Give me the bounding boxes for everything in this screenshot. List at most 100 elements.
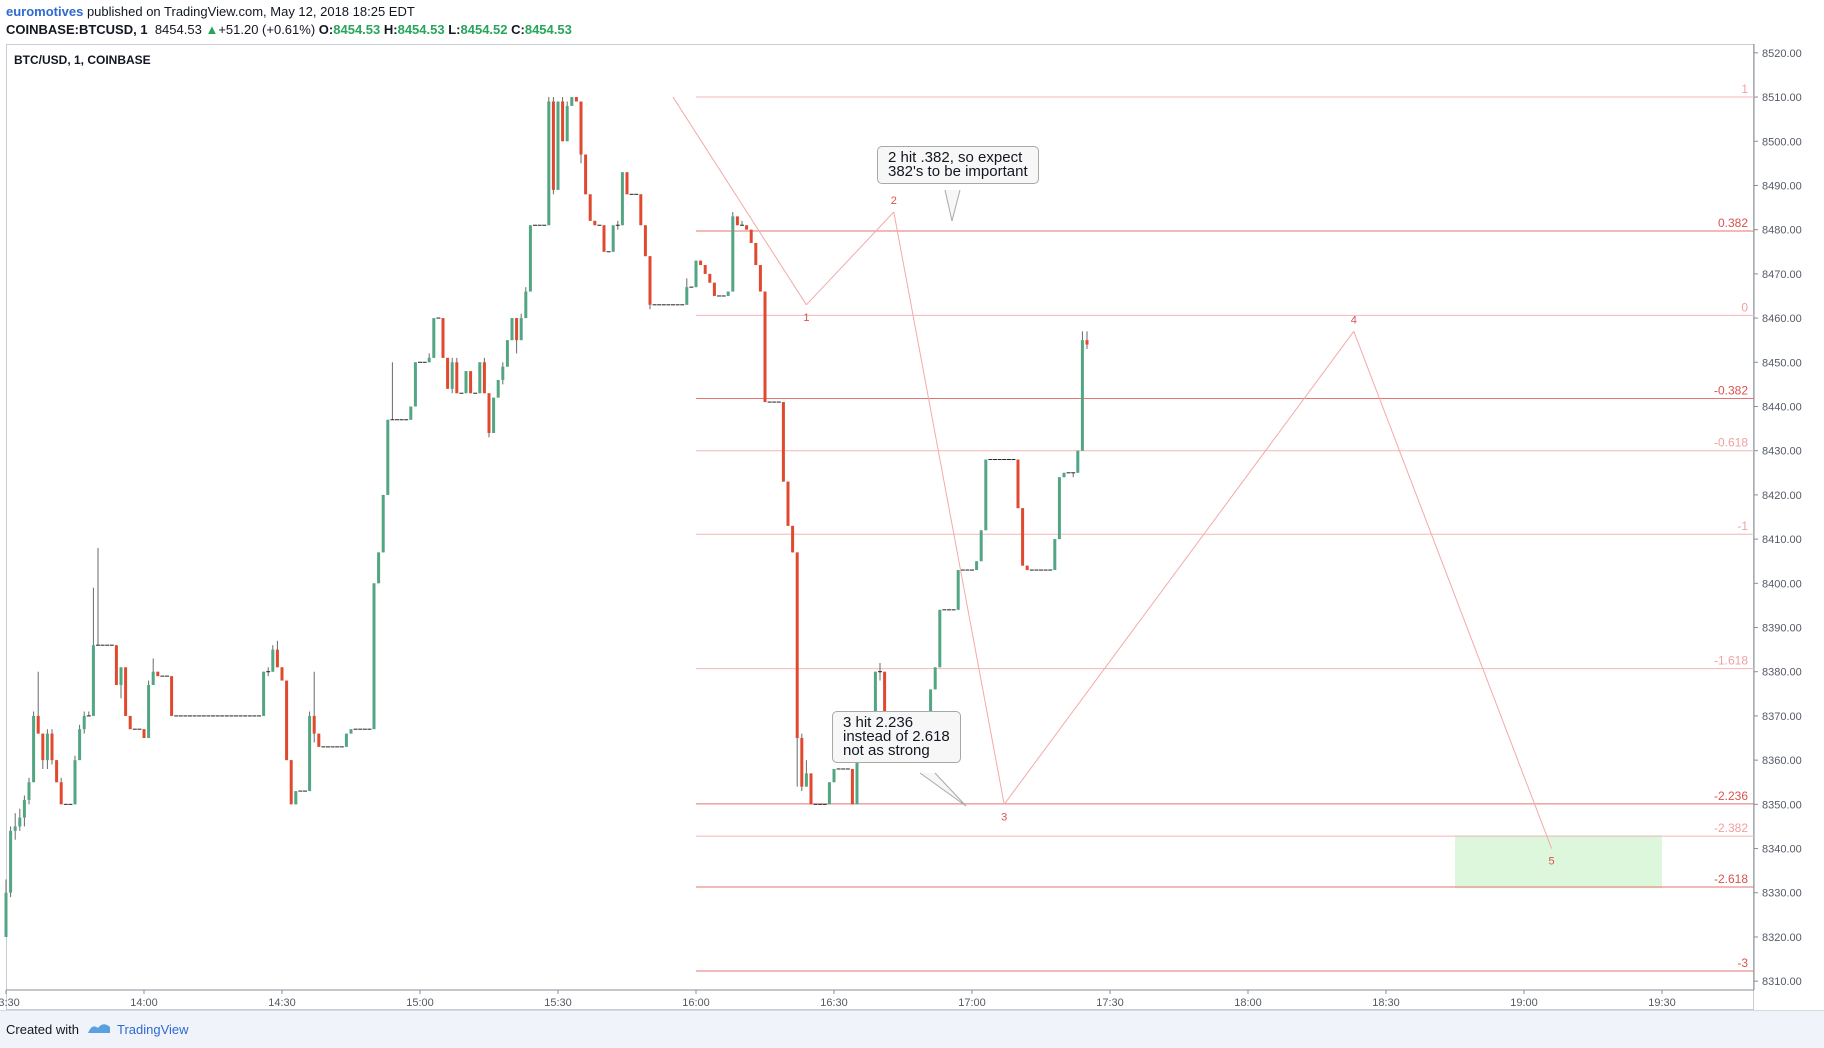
x-tick-label: 17:00 bbox=[958, 997, 986, 1009]
x-tick-label: 14:30 bbox=[268, 997, 296, 1009]
y-tick-label: 8460.00 bbox=[1762, 313, 1802, 325]
candle-body bbox=[524, 291, 528, 319]
y-tick-label: 8390.00 bbox=[1762, 623, 1802, 635]
footer-tradingview-link[interactable]: TradingView bbox=[117, 1022, 189, 1037]
candle-body bbox=[156, 671, 160, 677]
footer-bar bbox=[0, 1010, 1824, 1048]
annotation-callout-wave3[interactable]: 3 hit 2.236 instead of 2.618 not as stro… bbox=[832, 711, 961, 763]
x-tick-label: 16:30 bbox=[820, 997, 848, 1009]
annotation-callout-wave2[interactable]: 2 hit .382, so expect 382's to be import… bbox=[877, 146, 1039, 184]
candle-body bbox=[620, 172, 624, 226]
candle-body bbox=[763, 291, 767, 403]
candle-body bbox=[933, 667, 937, 690]
wave-label: 3 bbox=[1001, 811, 1007, 823]
candle-body bbox=[781, 402, 785, 482]
candle-body bbox=[124, 667, 128, 716]
candle-body bbox=[956, 570, 960, 610]
callout-pointer bbox=[944, 189, 961, 222]
x-tick-label: 15:00 bbox=[406, 997, 434, 1009]
candle-body bbox=[372, 583, 376, 730]
candle-body bbox=[308, 715, 312, 792]
candle-body bbox=[565, 105, 569, 142]
candle-body bbox=[455, 362, 459, 394]
candle-body bbox=[984, 459, 988, 531]
candle-body bbox=[114, 645, 118, 685]
candle-body bbox=[262, 671, 266, 716]
wave-label: 5 bbox=[1549, 856, 1555, 868]
candle-body bbox=[119, 667, 123, 685]
candle-body bbox=[478, 362, 482, 394]
candle-body bbox=[855, 742, 859, 805]
candle-body bbox=[312, 715, 316, 734]
candle-body bbox=[450, 362, 454, 389]
publisher-link[interactable]: euromotives bbox=[6, 4, 84, 19]
candle-body bbox=[694, 260, 698, 288]
candle-body bbox=[643, 225, 647, 257]
candle-body bbox=[285, 680, 289, 761]
publish-line: euromotives published on TradingView.com… bbox=[6, 4, 415, 19]
candle-body bbox=[515, 318, 519, 341]
x-tick-label: 13:30 bbox=[0, 997, 20, 1009]
candle-body bbox=[832, 768, 836, 783]
candle-body bbox=[32, 715, 36, 783]
candle-body bbox=[745, 225, 749, 230]
wave-line bbox=[672, 96, 807, 306]
open-label: O: bbox=[318, 22, 334, 37]
candle-body bbox=[147, 684, 151, 739]
candle-body bbox=[73, 760, 77, 805]
candle-body bbox=[1085, 340, 1089, 345]
candle-body bbox=[519, 318, 523, 341]
close-value: 8454.53 bbox=[524, 22, 572, 37]
y-tick-label: 8310.00 bbox=[1762, 976, 1802, 988]
candle-body bbox=[749, 229, 753, 243]
high-label: H: bbox=[383, 22, 398, 37]
fib-level-label: -2.618 bbox=[1714, 872, 1748, 886]
x-tick-label: 19:30 bbox=[1648, 997, 1676, 1009]
price-chart[interactable]: BTC/USD, 1, COINBASE 8520.00 8510.00 8500.0… bbox=[0, 0, 1824, 1010]
candle-body bbox=[386, 419, 390, 495]
candle-body bbox=[551, 101, 555, 190]
candle-body bbox=[699, 260, 703, 266]
y-tick-label: 8380.00 bbox=[1762, 667, 1802, 679]
candle-body bbox=[731, 216, 735, 292]
y-tick-label: 8450.00 bbox=[1762, 357, 1802, 369]
last-price: 8454.53 bbox=[154, 22, 202, 37]
candle-body bbox=[850, 768, 854, 805]
candle-body bbox=[703, 265, 707, 274]
candle-body bbox=[735, 216, 739, 226]
close-label: C: bbox=[511, 22, 525, 37]
y-tick-label: 8340.00 bbox=[1762, 844, 1802, 856]
wave-label: 2 bbox=[891, 195, 897, 207]
wave-line bbox=[806, 211, 895, 306]
candle-body bbox=[280, 667, 284, 681]
tradingview-logo-icon[interactable] bbox=[86, 1019, 112, 1037]
y-tick-label: 8480.00 bbox=[1762, 225, 1802, 237]
candle-body bbox=[1021, 508, 1025, 566]
fib-level-label: -0.382 bbox=[1714, 384, 1748, 398]
fib-level-label: 1 bbox=[1741, 82, 1748, 96]
candle-body bbox=[602, 225, 606, 252]
candle-body bbox=[648, 256, 652, 305]
candle-body bbox=[588, 194, 592, 221]
candle-body bbox=[795, 552, 799, 739]
candle-body bbox=[446, 357, 450, 389]
candle-body bbox=[505, 340, 509, 367]
candle-body bbox=[275, 649, 279, 668]
candle-body bbox=[883, 671, 887, 716]
x-tick-label: 19:00 bbox=[1510, 997, 1538, 1009]
y-tick-label: 8470.00 bbox=[1762, 269, 1802, 281]
candle-body bbox=[975, 561, 979, 571]
wave-line bbox=[893, 211, 1005, 805]
candle-body bbox=[561, 101, 565, 142]
y-tick-label: 8430.00 bbox=[1762, 446, 1802, 458]
callout-pointer bbox=[919, 772, 967, 807]
x-tick-label: 15:30 bbox=[544, 997, 572, 1009]
candle-body bbox=[584, 154, 588, 195]
up-triangle-icon: ▲ bbox=[205, 22, 219, 37]
candle-body bbox=[427, 357, 431, 363]
candle-body bbox=[142, 729, 146, 739]
candle-body bbox=[708, 273, 712, 283]
candle-body bbox=[758, 265, 762, 292]
y-tick-label: 8360.00 bbox=[1762, 755, 1802, 767]
candle-body bbox=[9, 830, 13, 893]
